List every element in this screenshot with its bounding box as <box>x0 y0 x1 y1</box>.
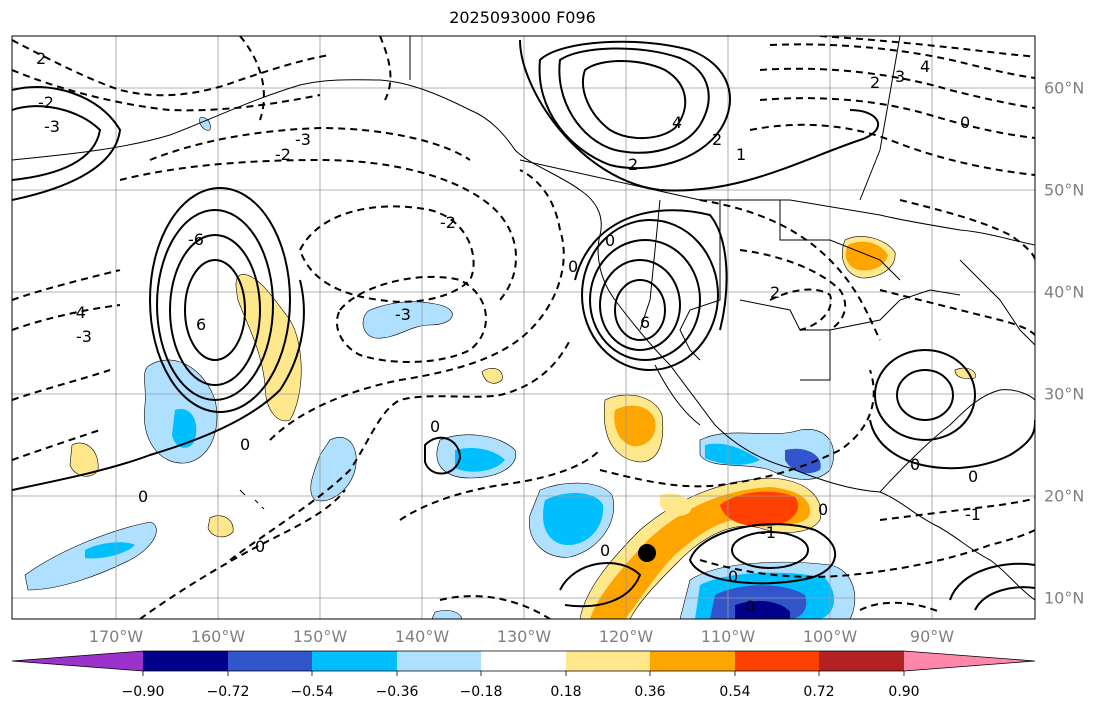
lon-tick-label: 140°W <box>394 627 450 646</box>
contour-label: -2 <box>38 93 54 112</box>
contour-label: 0 <box>960 113 970 132</box>
colorbar-tick-label: 0.18 <box>550 684 582 700</box>
contour-label: 0 <box>745 597 755 616</box>
lat-tick-label: 20°N <box>1044 486 1085 506</box>
lat-tick-label: 30°N <box>1044 384 1085 404</box>
colorbar-tick-label: 0.72 <box>803 684 835 700</box>
colorbar-tick-label: −0.90 <box>121 684 165 700</box>
contour-label: -3 <box>395 305 411 324</box>
map-title: 2025093000 F096 <box>449 8 596 27</box>
colorbar-tick-label: −0.18 <box>459 684 503 700</box>
contour-label: -2 <box>275 145 291 164</box>
contour-label: -1 <box>965 505 981 524</box>
lon-tick-label: 120°W <box>598 627 654 646</box>
map-frame <box>11 35 1036 620</box>
lat-tick-label: 60°N <box>1044 78 1085 98</box>
negative-contours <box>12 36 1035 619</box>
contour-label: 0 <box>818 500 828 519</box>
contour-label: -1 <box>760 523 776 542</box>
lon-tick-label: 170°W <box>88 627 144 646</box>
contour-label: 0 <box>910 455 920 474</box>
contour-label: -6 <box>188 230 204 249</box>
positive-contours <box>12 39 1035 611</box>
colorbar-tick-label: 0.36 <box>634 684 666 700</box>
contour-labels: 2 -2 -3 -4 -3 -6 6 0 0 0 -3 -2 -2 -3 0 0… <box>36 49 981 616</box>
colorbar-tick-label: 0.90 <box>888 684 920 700</box>
lon-tick-label: 160°W <box>190 627 246 646</box>
lat-tick-label: 40°N <box>1044 282 1085 302</box>
contour-label: 3 <box>895 67 905 86</box>
lon-tick-label: 90°W <box>909 627 955 646</box>
contour-label: -4 <box>70 303 86 322</box>
contour-label: -3 <box>295 130 311 149</box>
colorbar <box>11 650 1036 676</box>
lon-tick-label: 150°W <box>292 627 348 646</box>
lon-tick-label: 100°W <box>802 627 858 646</box>
contour-label: 4 <box>920 57 930 76</box>
contour-label: 0 <box>255 537 265 556</box>
contour-label: 4 <box>672 113 682 132</box>
contour-label: 6 <box>196 315 206 334</box>
contour-label: -3 <box>44 117 60 136</box>
contour-label: 2 <box>712 130 722 149</box>
contour-label: 0 <box>968 467 978 486</box>
contour-label: -2 <box>440 213 456 232</box>
contour-label: 2 <box>36 49 46 68</box>
contour-label: 1 <box>736 145 746 164</box>
contour-label: 2 <box>870 73 880 92</box>
lat-tick-label: 50°N <box>1044 180 1085 200</box>
location-marker-dot <box>638 544 656 562</box>
contour-label: 2 <box>628 155 638 174</box>
lon-tick-label: 130°W <box>496 627 552 646</box>
contour-label: -3 <box>76 327 92 346</box>
contour-label: 6 <box>640 313 650 332</box>
colorbar-tick-label: 0.54 <box>719 684 751 700</box>
contour-label: 0 <box>728 567 738 586</box>
colorbar-tick-label: −0.54 <box>290 684 334 700</box>
contour-label: 0 <box>240 435 250 454</box>
contour-label: 0 <box>605 231 615 250</box>
contour-label: 0 <box>430 417 440 436</box>
lat-tick-label: 10°N <box>1044 588 1085 608</box>
map-panel: 2 -2 -3 -4 -3 -6 6 0 0 0 -3 -2 -2 -3 0 0… <box>12 36 1035 619</box>
contour-label: 0 <box>600 541 610 560</box>
contour-label: 0 <box>138 487 148 506</box>
graticule <box>12 36 1035 619</box>
shaded-fields <box>24 117 976 619</box>
contour-label: 0 <box>568 257 578 276</box>
contour-label: 2 <box>770 283 780 302</box>
colorbar-tick-label: −0.72 <box>206 684 250 700</box>
colorbar-tick-label: −0.36 <box>375 684 419 700</box>
lon-tick-label: 110°W <box>700 627 756 646</box>
